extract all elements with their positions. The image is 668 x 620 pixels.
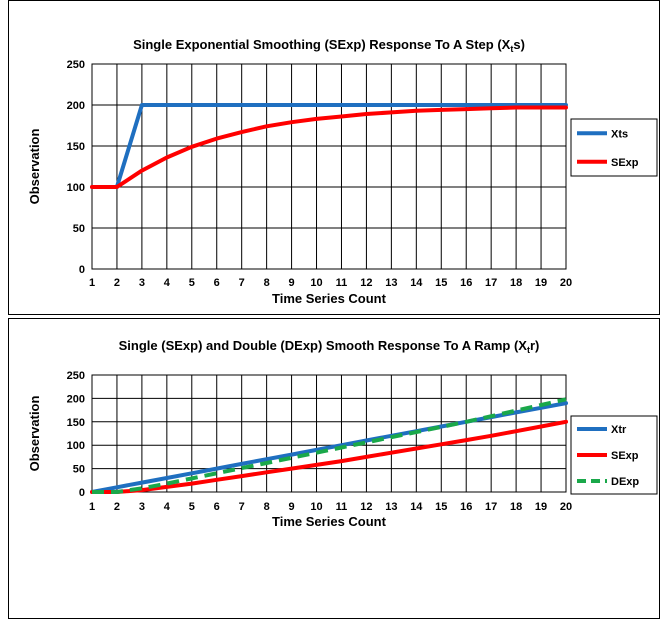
x-axis-label: Time Series Count [272,514,387,529]
y-tick-label: 100 [67,182,85,194]
x-tick-label: 19 [535,501,547,513]
y-tick-label: 250 [67,370,85,382]
x-tick-label: 17 [485,277,497,289]
x-tick-label: 10 [310,277,322,289]
legend-label-sexp: SExp [611,450,639,462]
x-tick-label: 16 [460,501,472,513]
x-tick-label: 5 [189,277,195,289]
legend-label-xtr: Xtr [611,424,627,436]
plot-area [91,63,567,270]
x-tick-label: 17 [485,501,497,513]
series-line-sexp [90,105,568,189]
chart-title-suffix: s) [513,37,525,52]
x-tick-label: 19 [535,277,547,289]
legend-label-dexp: DExp [611,476,639,488]
y-tick-label: 150 [67,141,85,153]
ramp-response-chart-svg: Single (SExp) and Double (DExp) Smooth R… [27,338,658,529]
x-tick-label: 3 [139,501,145,513]
ramp-response-chart: Single (SExp) and Double (DExp) Smooth R… [8,318,660,619]
y-tick-label: 50 [73,223,85,235]
x-tick-label: 5 [189,501,195,513]
x-tick-label: 12 [360,501,372,513]
x-tick-label: 15 [435,501,447,513]
x-tick-label: 16 [460,277,472,289]
x-tick-label: 15 [435,277,447,289]
x-tick-label: 7 [239,501,245,513]
x-tick-label: 1 [89,277,95,289]
x-tick-label: 13 [385,501,397,513]
x-tick-label: 9 [289,501,295,513]
x-tick-label: 11 [336,501,348,513]
x-tick-label: 20 [560,277,572,289]
x-tick-label: 9 [289,277,295,289]
y-axis-label: Observation [27,396,42,472]
x-tick-label: 3 [139,277,145,289]
step-response-chart-svg: Single Exponential Smoothing (SExp) Resp… [27,37,658,306]
x-tick-label: 10 [310,501,322,513]
chart-title: Single (SExp) and Double (DExp) Smooth R… [119,338,540,355]
y-tick-label: 100 [67,440,85,452]
x-tick-label: 6 [214,501,220,513]
y-tick-label: 200 [67,100,85,112]
series-line-sexp [90,419,568,494]
chart-title-suffix: r) [530,338,539,353]
y-tick-label: 200 [67,393,85,405]
x-tick-label: 7 [239,277,245,289]
x-tick-label: 14 [410,277,423,289]
x-tick-label: 8 [264,501,270,513]
y-axis-label: Observation [27,129,42,205]
x-tick-label: 4 [164,277,171,289]
x-tick-label: 18 [510,277,522,289]
x-tick-label: 6 [214,277,220,289]
series-line-dexp [92,397,567,494]
x-tick-label: 4 [164,501,171,513]
y-tick-label: 250 [67,59,85,71]
x-tick-label: 20 [560,501,572,513]
y-tick-label: 150 [67,417,85,429]
legend-box [570,118,658,177]
x-tick-label: 2 [114,277,120,289]
x-tick-label: 8 [264,277,270,289]
x-tick-label: 1 [89,501,95,513]
legend-label-xts: Xts [611,128,628,140]
step-response-chart: Single Exponential Smoothing (SExp) Resp… [8,0,660,315]
x-tick-label: 14 [410,501,423,513]
chart-title-text: Single Exponential Smoothing (SExp) Resp… [133,37,511,52]
x-tick-label: 12 [360,277,372,289]
x-tick-label: 2 [114,501,120,513]
chart-title-text: Single (SExp) and Double (DExp) Smooth R… [119,338,528,353]
y-tick-label: 0 [79,487,85,499]
x-tick-label: 18 [510,501,522,513]
legend-label-sexp: SExp [611,157,639,169]
chart-title-subscript: t [510,44,513,54]
x-tick-label: 11 [336,277,348,289]
y-tick-label: 50 [73,464,85,476]
series-line-xts [90,103,568,189]
y-tick-label: 0 [79,264,85,276]
x-axis-label: Time Series Count [272,291,387,306]
plot-area [91,374,567,493]
chart-title-subscript: t [527,345,530,355]
chart-title: Single Exponential Smoothing (SExp) Resp… [133,37,525,54]
x-tick-label: 13 [385,277,397,289]
